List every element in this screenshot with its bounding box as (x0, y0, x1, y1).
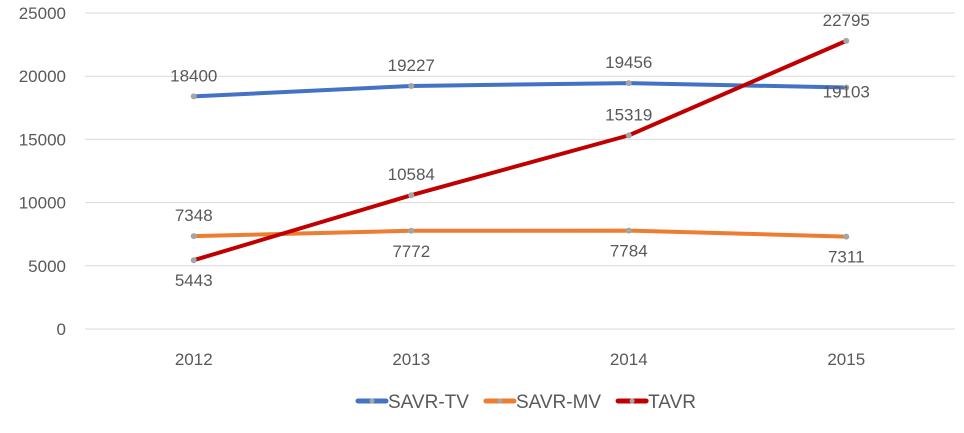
legend-item: TAVR (615, 392, 696, 413)
data-point (408, 227, 415, 234)
x-axis-ticks: 2012 2013 2014 2015 (175, 350, 865, 369)
data-label: 19456 (605, 53, 652, 72)
data-point (843, 37, 850, 44)
data-label: 22795 (823, 11, 870, 30)
legend-label: SAVR-TV (388, 392, 469, 413)
y-tick-label: 10000 (19, 194, 66, 213)
y-tick-label: 0 (57, 320, 66, 339)
y-tick-label: 15000 (19, 130, 66, 149)
data-point (190, 257, 197, 264)
data-label: 19227 (388, 56, 435, 75)
data-label: 18400 (170, 66, 217, 85)
data-point (408, 192, 415, 199)
series-line-savr-mv (191, 228, 849, 239)
legend-marker (497, 398, 503, 404)
data-label: 15319 (605, 105, 652, 124)
legend-item: SAVR-MV (483, 392, 601, 413)
data-label: 19103 (823, 83, 870, 102)
data-label: 7311 (828, 248, 865, 267)
data-label: 7784 (610, 242, 648, 261)
data-point (625, 80, 632, 87)
y-axis-ticks: 0 5000 10000 15000 20000 25000 (19, 4, 66, 339)
data-label: 7348 (175, 206, 213, 225)
x-tick-label: 2013 (392, 350, 430, 369)
gridlines (85, 12, 955, 330)
data-point (190, 93, 197, 100)
data-point (625, 132, 632, 139)
data-point (843, 233, 850, 240)
series-line-savr-tv (191, 81, 849, 99)
data-label: 5443 (175, 271, 213, 290)
data-label: 7772 (392, 242, 430, 261)
legend-marker (629, 398, 635, 404)
x-tick-label: 2015 (827, 350, 865, 369)
data-point (408, 82, 415, 89)
x-tick-label: 2014 (610, 350, 648, 369)
data-point (843, 84, 850, 91)
y-tick-label: 20000 (19, 67, 66, 86)
legend-item: SAVR-TV (355, 392, 469, 413)
y-tick-label: 5000 (28, 257, 66, 276)
legend: SAVR-TV SAVR-MV TAVR (355, 392, 696, 413)
series-line-tavr (191, 38, 849, 263)
data-point (625, 227, 632, 234)
y-tick-label: 25000 (19, 4, 66, 23)
legend-label: SAVR-MV (516, 392, 601, 413)
legend-label: TAVR (648, 392, 696, 413)
data-label: 10584 (388, 165, 435, 184)
data-labels: 18400 19227 19456 19103 7348 7772 7784 7311 5443… (170, 11, 870, 290)
series-lines (190, 37, 850, 264)
data-point (190, 233, 197, 240)
legend-marker (369, 398, 375, 404)
x-tick-label: 2012 (175, 350, 213, 369)
